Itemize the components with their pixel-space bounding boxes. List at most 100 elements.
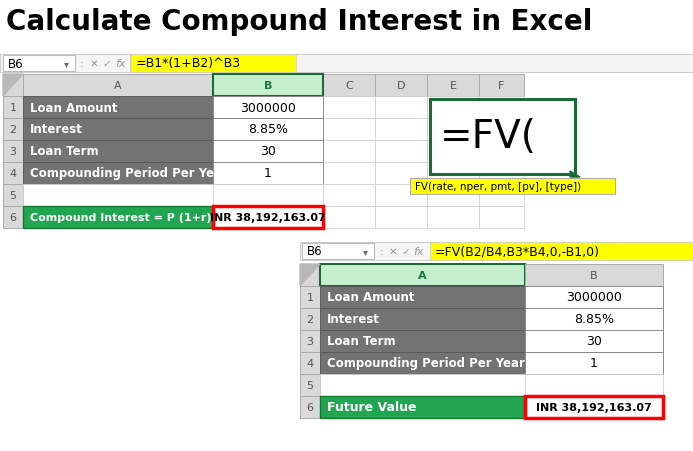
Bar (3, 97, 23, 119)
Bar (525, 286, 663, 308)
Text: 5: 5 (10, 191, 17, 201)
Text: 8.85%: 8.85% (574, 313, 614, 326)
Bar (320, 308, 525, 330)
Bar (3, 163, 23, 184)
Text: 30: 30 (586, 335, 602, 348)
Bar (430, 100, 575, 175)
Bar (410, 179, 615, 194)
Bar (213, 184, 323, 207)
Text: 6: 6 (10, 212, 17, 222)
Bar (479, 207, 524, 229)
Bar (130, 55, 131, 73)
Bar (427, 119, 479, 141)
Bar (213, 141, 323, 163)
Text: 6: 6 (306, 402, 313, 412)
Bar (430, 243, 693, 260)
Polygon shape (300, 264, 320, 286)
Bar (427, 97, 479, 119)
Bar (131, 55, 296, 73)
Bar (525, 396, 663, 418)
Bar (213, 207, 323, 229)
Text: 2: 2 (10, 125, 17, 135)
Bar (375, 184, 427, 207)
Text: Loan Term: Loan Term (30, 145, 98, 158)
Text: 3: 3 (10, 147, 17, 156)
Bar (479, 141, 524, 163)
Text: Loan Amount: Loan Amount (327, 291, 414, 304)
Bar (23, 184, 213, 207)
Text: fx: fx (414, 246, 424, 257)
Text: Future Value: Future Value (327, 400, 416, 414)
Text: Calculate Compound Interest in Excel: Calculate Compound Interest in Excel (6, 8, 593, 36)
Text: Compounding Period Per Year: Compounding Period Per Year (327, 357, 525, 370)
Text: B: B (264, 81, 272, 91)
Text: ▾: ▾ (362, 246, 367, 257)
Bar (525, 264, 663, 286)
Bar (3, 141, 23, 163)
Text: :: : (80, 59, 84, 69)
Text: INR 38,192,163.07: INR 38,192,163.07 (210, 212, 326, 222)
Text: 3000000: 3000000 (240, 101, 296, 114)
Bar (525, 308, 663, 330)
Bar (375, 75, 427, 97)
Bar (300, 352, 320, 374)
Bar (213, 97, 323, 119)
Text: F: F (498, 81, 505, 91)
Bar (300, 374, 320, 396)
Bar (427, 163, 479, 184)
Text: FV(rate, nper, pmt, [pv], [type]): FV(rate, nper, pmt, [pv], [type]) (415, 182, 581, 192)
Bar (3, 75, 23, 97)
Bar (320, 374, 525, 396)
Text: INR 38,192,163.07: INR 38,192,163.07 (536, 402, 652, 412)
Text: B: B (590, 271, 598, 281)
Bar (300, 308, 320, 330)
Bar (300, 243, 693, 260)
Bar (525, 374, 663, 396)
Bar (23, 163, 213, 184)
Bar (3, 184, 23, 207)
Bar (23, 141, 213, 163)
Bar (525, 352, 663, 374)
Bar (300, 396, 320, 418)
Bar (320, 396, 525, 418)
Text: ✓: ✓ (402, 246, 410, 257)
Bar (525, 330, 663, 352)
Bar (479, 119, 524, 141)
Text: 2: 2 (306, 314, 313, 324)
Bar (427, 141, 479, 163)
Text: D: D (397, 81, 405, 91)
Bar (479, 97, 524, 119)
Bar (213, 75, 323, 97)
Bar (375, 207, 427, 229)
Text: 8.85%: 8.85% (248, 123, 288, 136)
Bar (479, 75, 524, 97)
Text: ✓: ✓ (103, 59, 112, 69)
Bar (427, 184, 479, 207)
Text: 3: 3 (306, 336, 313, 346)
Polygon shape (570, 172, 580, 178)
Text: 3000000: 3000000 (566, 291, 622, 304)
Text: 1: 1 (590, 357, 598, 370)
Bar (302, 244, 374, 259)
Text: Interest: Interest (327, 313, 380, 326)
Text: 1: 1 (10, 103, 17, 113)
Bar (320, 286, 525, 308)
Text: :: : (380, 246, 384, 257)
Text: =B1*(1+B2)^B3: =B1*(1+B2)^B3 (136, 57, 241, 70)
Bar (375, 163, 427, 184)
Bar (323, 163, 375, 184)
Bar (320, 352, 525, 374)
Text: =FV(B2/B4,B3*B4,0,-B1,0): =FV(B2/B4,B3*B4,0,-B1,0) (435, 245, 600, 258)
Bar (375, 119, 427, 141)
Text: fx: fx (115, 59, 125, 69)
Bar (23, 97, 213, 119)
Bar (3, 207, 23, 229)
Bar (3, 56, 75, 72)
Bar (427, 207, 479, 229)
Bar (320, 330, 525, 352)
Bar (213, 119, 323, 141)
Text: Interest: Interest (30, 123, 83, 136)
Text: 4: 4 (10, 169, 17, 179)
Bar (323, 184, 375, 207)
Text: 4: 4 (306, 358, 313, 368)
